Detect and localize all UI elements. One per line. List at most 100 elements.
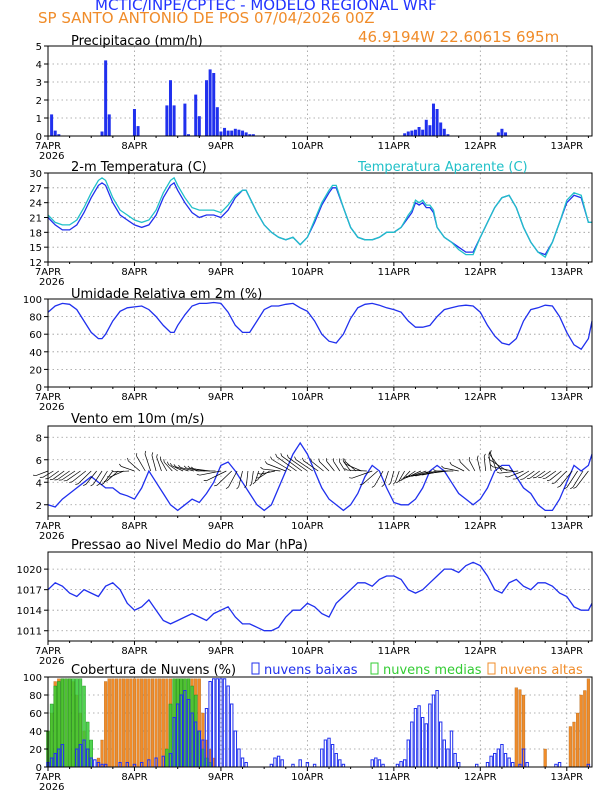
x-tick-label: 10APR bbox=[291, 141, 324, 152]
wind-barb bbox=[128, 460, 141, 472]
x-tick-label: 7APR bbox=[35, 267, 61, 278]
x-tick-label: 8APR bbox=[121, 141, 147, 152]
wind-barb bbox=[163, 461, 173, 472]
wind-barb bbox=[251, 470, 254, 484]
precip-bar bbox=[165, 105, 169, 136]
wind-barb-head bbox=[441, 465, 444, 469]
wind-barb bbox=[156, 457, 162, 472]
wind-barb-head bbox=[183, 465, 187, 469]
y-tick-label: 0 bbox=[36, 132, 42, 143]
high-cloud-bar bbox=[100, 739, 104, 768]
precip-bar bbox=[215, 107, 219, 136]
wind-barb bbox=[492, 466, 513, 472]
wind-barb bbox=[339, 461, 346, 472]
wind-barb-head bbox=[405, 475, 409, 478]
wind-barb-head bbox=[344, 468, 348, 471]
low-cloud-bar bbox=[222, 678, 227, 768]
wind-barbs bbox=[33, 450, 589, 490]
precip-bar bbox=[421, 129, 425, 136]
precip-bar bbox=[194, 94, 198, 136]
low-cloud-bar bbox=[525, 762, 529, 768]
precip-bar bbox=[197, 116, 201, 136]
wind-barb bbox=[259, 470, 270, 478]
x-tick-label: 13APR bbox=[551, 267, 584, 278]
y-tick-label: 24 bbox=[29, 199, 42, 210]
y-tick-label: 0 bbox=[36, 383, 42, 394]
wind-barb bbox=[238, 470, 243, 487]
precip-bar bbox=[446, 134, 450, 136]
precip-bar bbox=[57, 134, 61, 136]
precip-bar bbox=[208, 69, 212, 136]
y-tick-label: 3 bbox=[36, 78, 42, 89]
precip-bar bbox=[413, 129, 417, 136]
wind-barb-head bbox=[173, 464, 177, 467]
wind-barb bbox=[459, 461, 470, 472]
low-cloud-bar bbox=[226, 685, 230, 768]
x-tick-label: 11APR bbox=[378, 772, 411, 783]
x-tick-label: 13APR bbox=[551, 772, 584, 783]
high-cloud-bar bbox=[576, 712, 580, 768]
precip-bar bbox=[428, 125, 432, 136]
precip-bar bbox=[172, 105, 176, 136]
high-cloud-bar bbox=[579, 694, 583, 768]
x-tick-label: 9APR bbox=[208, 141, 234, 152]
panel-frame bbox=[47, 676, 593, 768]
wind-barb-head bbox=[83, 484, 87, 486]
low-cloud-bar bbox=[417, 705, 421, 768]
wind-barb bbox=[180, 467, 194, 472]
precip-bar bbox=[504, 132, 508, 136]
clouds-chart bbox=[44, 662, 593, 771]
y-tick-label: 4 bbox=[36, 478, 42, 489]
low-cloud-bar bbox=[424, 723, 428, 768]
x-year-label: 2026 bbox=[39, 402, 64, 413]
x-tick-label: 8APR bbox=[121, 521, 147, 532]
wind-barb-head bbox=[69, 481, 73, 483]
wind-barb bbox=[559, 470, 573, 487]
wind-barb-head bbox=[178, 464, 181, 468]
x-tick-label: 11APR bbox=[378, 141, 411, 152]
wind-barb-head bbox=[100, 483, 104, 486]
y-tick-label: 1020 bbox=[17, 565, 42, 576]
wind-barb-head bbox=[151, 452, 154, 456]
y-tick-label: 20 bbox=[29, 745, 42, 756]
wind-barb bbox=[136, 455, 146, 472]
wind-barb bbox=[529, 470, 540, 479]
wind-barb bbox=[121, 466, 135, 472]
mid-cloud-bar bbox=[165, 748, 169, 768]
x-tick-label: 13APR bbox=[551, 646, 584, 657]
y-tick-label: 80 bbox=[29, 691, 42, 702]
x-tick-label: 11APR bbox=[378, 521, 411, 532]
low-cloud-bar bbox=[485, 762, 490, 768]
high-cloud-bar bbox=[129, 678, 133, 768]
station-line: SP SANTO ANTONIO DE POS 07/04/2026 00Z bbox=[38, 9, 375, 27]
x-tick-label: 10APR bbox=[291, 267, 324, 278]
wind-barb bbox=[362, 470, 378, 485]
y-tick-label: 40 bbox=[29, 348, 42, 359]
wind-barb-head bbox=[419, 473, 423, 476]
precip-bar bbox=[410, 130, 414, 136]
wind-title: Vento em 10m (m/s) bbox=[71, 412, 204, 427]
wind-barb bbox=[52, 470, 65, 480]
wind-barb-head bbox=[371, 485, 375, 488]
panel-frame bbox=[47, 551, 593, 642]
y-tick-label: 8 bbox=[36, 433, 42, 444]
precip-bar bbox=[230, 130, 234, 136]
wind-barb bbox=[254, 470, 260, 483]
precip-bar bbox=[187, 134, 191, 136]
pressure-line-blue bbox=[47, 561, 593, 632]
wind-barb bbox=[114, 470, 130, 473]
x-tick-label: 11APR bbox=[378, 646, 411, 657]
panel-frame bbox=[47, 298, 593, 388]
low-cloud-bar bbox=[420, 717, 425, 768]
low-cloud-bar bbox=[327, 737, 331, 768]
wind-barb bbox=[540, 470, 551, 478]
low-cloud-bar bbox=[402, 759, 407, 768]
y-tick-label: 2 bbox=[36, 501, 42, 512]
high-cloud-bar bbox=[140, 678, 144, 768]
x-tick-label: 11APR bbox=[378, 392, 411, 403]
wind-barb-head bbox=[75, 483, 79, 485]
wind-barb bbox=[523, 470, 535, 480]
low-cloud-bar bbox=[298, 759, 302, 768]
wind-barb bbox=[160, 459, 168, 472]
x-tick-label: 12APR bbox=[464, 267, 497, 278]
